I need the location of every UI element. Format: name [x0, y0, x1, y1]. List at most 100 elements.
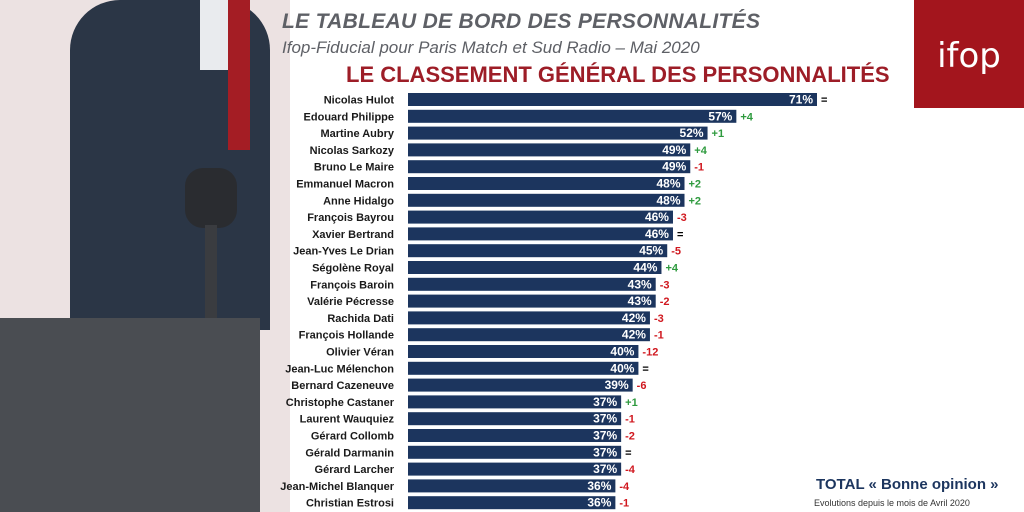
- bar: [408, 378, 633, 392]
- value-label: 37%: [593, 445, 617, 459]
- bar: [408, 244, 668, 258]
- category-label: Jean-Luc Mélenchon: [285, 363, 394, 375]
- bar: [408, 109, 737, 123]
- change-label: +4: [694, 145, 707, 157]
- microphone-icon: [185, 168, 237, 228]
- category-label: Ségolène Royal: [312, 263, 394, 275]
- category-label: Christophe Castaner: [286, 397, 395, 409]
- change-label: +1: [712, 128, 725, 140]
- bar: [408, 177, 685, 190]
- bar: [408, 193, 685, 207]
- page-subtitle: Ifop-Fiducial pour Paris Match et Sud Ra…: [282, 38, 700, 57]
- change-label: -4: [619, 481, 630, 493]
- background-photo: [0, 0, 290, 512]
- category-label: Xavier Bertrand: [312, 229, 394, 241]
- value-label: 43%: [628, 294, 652, 308]
- bar: [408, 429, 622, 442]
- value-label: 48%: [656, 193, 680, 207]
- value-label: 49%: [662, 160, 686, 174]
- change-label: =: [821, 95, 827, 107]
- category-label: Jean-Yves Le Drian: [293, 246, 394, 258]
- value-label: 49%: [662, 143, 686, 157]
- change-label: -6: [637, 380, 647, 392]
- category-label: Anne Hidalgo: [323, 195, 394, 207]
- ifop-logo: ifop: [914, 0, 1024, 108]
- bar: [408, 361, 639, 375]
- value-label: 57%: [708, 109, 732, 123]
- category-label: Olivier Véran: [326, 347, 394, 359]
- value-label: 37%: [593, 462, 617, 476]
- bar: [408, 462, 622, 476]
- bar: [408, 311, 650, 325]
- value-label: 46%: [645, 210, 669, 224]
- change-label: +2: [689, 195, 702, 207]
- category-label: Rachida Dati: [327, 313, 394, 325]
- value-label: 36%: [587, 479, 611, 493]
- value-label: 37%: [593, 412, 617, 426]
- value-label: 71%: [789, 93, 813, 107]
- change-label: -1: [654, 330, 664, 342]
- value-label: 45%: [639, 244, 663, 258]
- bar: [408, 395, 622, 409]
- value-label: 43%: [628, 277, 652, 291]
- value-label: 44%: [633, 261, 657, 275]
- bar: [408, 345, 639, 358]
- category-label: Christian Estrosi: [306, 498, 394, 510]
- logo-text: ifop: [937, 36, 1001, 76]
- change-label: -3: [677, 212, 687, 224]
- change-label: =: [677, 229, 683, 241]
- change-label: +4: [740, 111, 753, 123]
- bar: [408, 496, 616, 510]
- category-label: Jean-Michel Blanquer: [280, 481, 394, 493]
- bar: [408, 143, 691, 157]
- bar: [408, 294, 656, 308]
- bar: [408, 328, 650, 342]
- category-label: Nicolas Hulot: [324, 95, 395, 107]
- change-label: -12: [642, 347, 658, 359]
- value-label: 36%: [587, 496, 611, 510]
- category-label: Valérie Pécresse: [307, 296, 394, 308]
- value-label: 42%: [622, 328, 646, 342]
- change-label: +4: [665, 263, 678, 275]
- value-label: 48%: [656, 177, 680, 191]
- value-label: 40%: [610, 361, 634, 375]
- bar: [408, 210, 673, 224]
- category-label: Bernard Cazeneuve: [291, 380, 394, 392]
- microphone-stand: [205, 225, 217, 320]
- bar: [408, 126, 708, 140]
- change-label: -1: [625, 414, 635, 426]
- category-label: Emmanuel Macron: [296, 179, 394, 191]
- page-title: LE TABLEAU DE BORD DES PERSONNALITÉS: [282, 10, 761, 33]
- change-label: =: [642, 363, 648, 375]
- change-label: -3: [654, 313, 664, 325]
- change-label: -1: [619, 498, 629, 510]
- bar: [408, 160, 691, 174]
- value-label: 42%: [622, 311, 646, 325]
- change-label: -5: [671, 246, 681, 258]
- category-label: Martine Aubry: [320, 128, 394, 140]
- change-label: -4: [625, 464, 636, 476]
- category-label: Laurent Wauquiez: [300, 414, 395, 426]
- podium: [0, 318, 260, 512]
- bar: [408, 93, 817, 106]
- category-label: Gérard Larcher: [315, 464, 395, 476]
- bar: [408, 412, 622, 426]
- evolution-note: Evolutions depuis le mois de Avril 2020: [814, 498, 970, 508]
- change-label: =: [625, 447, 631, 459]
- category-label: Edouard Philippe: [304, 111, 394, 123]
- category-label: Bruno Le Maire: [314, 162, 394, 174]
- value-label: 37%: [593, 395, 617, 409]
- change-label: -2: [625, 431, 635, 443]
- value-label: 46%: [645, 227, 669, 241]
- bar: [408, 261, 662, 274]
- change-label: +2: [689, 179, 702, 191]
- change-label: -2: [660, 296, 670, 308]
- category-label: François Bayrou: [307, 212, 394, 224]
- total-label: TOTAL « Bonne opinion »: [816, 476, 999, 493]
- change-label: -1: [694, 162, 704, 174]
- bar: [408, 277, 656, 291]
- category-label: Gérard Collomb: [311, 431, 394, 443]
- bar: [408, 227, 673, 241]
- value-label: 39%: [605, 378, 629, 392]
